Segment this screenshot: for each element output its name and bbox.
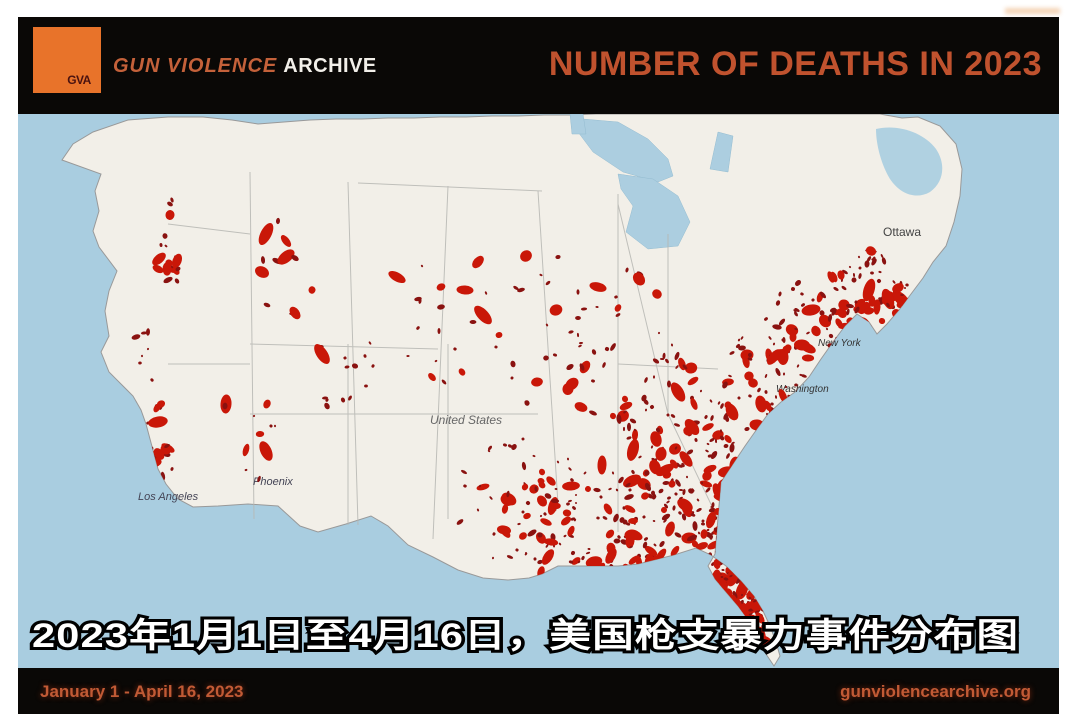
svg-text:New York: New York <box>818 338 862 349</box>
svg-text:Ottawa: Ottawa <box>883 225 921 239</box>
svg-text:Los Angeles: Los Angeles <box>138 491 199 503</box>
svg-text:United States: United States <box>430 413 502 427</box>
